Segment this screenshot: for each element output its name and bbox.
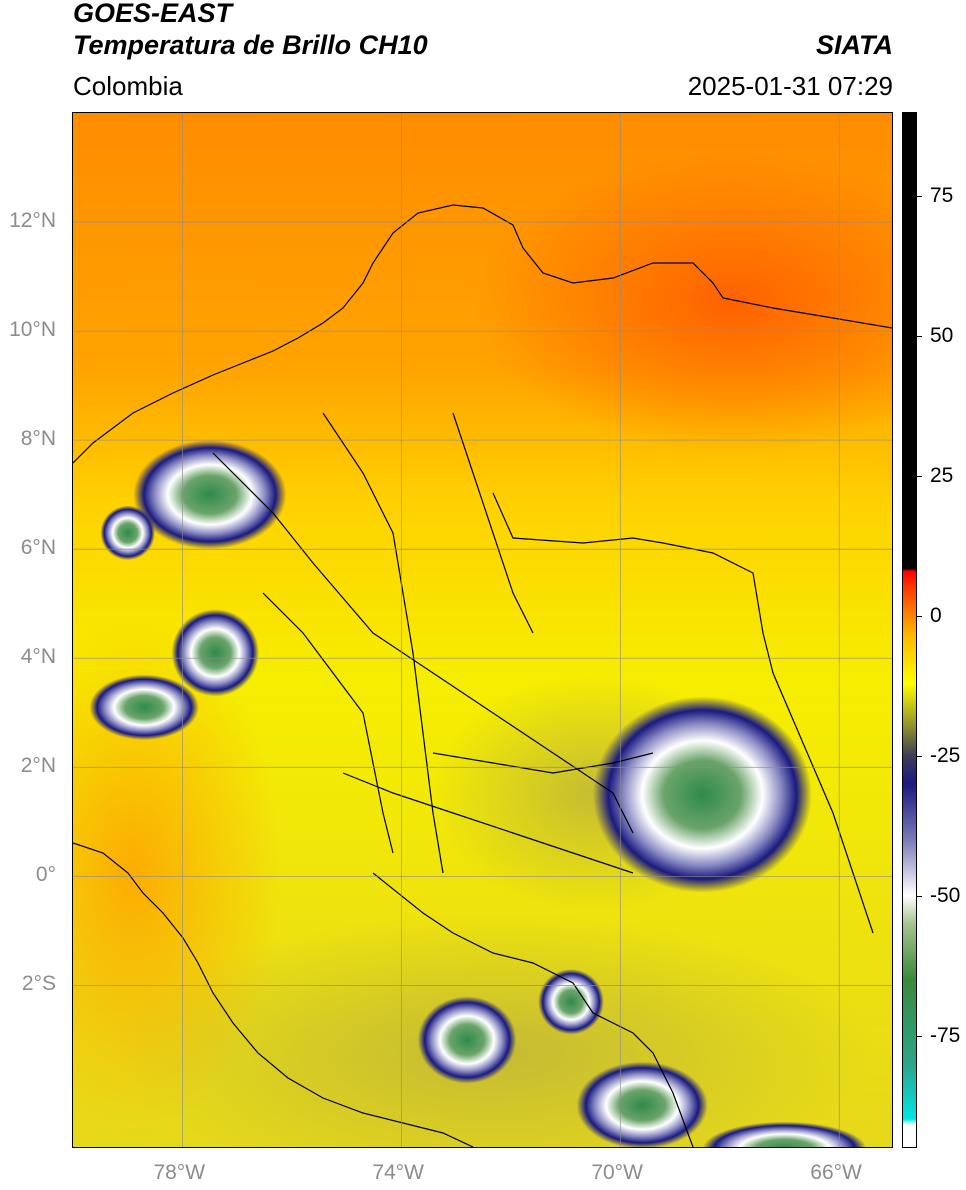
- colorbar-tick-label: 75: [930, 184, 954, 207]
- lat-tick-label: 12°N: [9, 209, 56, 233]
- lon-tick-label: 78°W: [153, 1161, 206, 1184]
- cloud-system-6: [417, 996, 517, 1084]
- department-line-2: [322, 412, 444, 874]
- cloud-system-3: [171, 609, 260, 697]
- cloud-systems-layer: [89, 440, 867, 1147]
- cloud-system-9: [702, 1121, 867, 1147]
- product-title: Temperatura de Brillo CH10: [73, 30, 428, 60]
- colorbar-tick-label: -75: [930, 1024, 961, 1047]
- lon-tick-label: 70°W: [591, 1161, 643, 1184]
- cloud-system-7: [538, 969, 604, 1035]
- lat-tick-label: 8°N: [20, 427, 56, 451]
- caribbean-coastline: [73, 204, 892, 464]
- lat-tick-label: 0°: [35, 863, 56, 887]
- colorbar-tick-mark: [917, 476, 922, 477]
- colorbar-tick-mark: [917, 336, 922, 337]
- colorbar-tick-mark: [917, 196, 922, 197]
- cloud-system-1: [133, 440, 287, 550]
- colombia-eastern-border: [492, 492, 874, 934]
- lat-tick-label: 6°N: [20, 536, 56, 560]
- colorbar-tick-label: 50: [930, 324, 954, 347]
- colorbar-tick-label: -50: [930, 884, 961, 907]
- caribbean-warm-area: [473, 153, 892, 453]
- temperature-colorbar: [902, 112, 917, 1148]
- cloud-system-5: [592, 696, 812, 893]
- lon-tick-label: 66°W: [810, 1161, 862, 1184]
- colorbar-tick-label: 25: [930, 464, 954, 487]
- lat-tick-label: 4°N: [20, 645, 56, 669]
- coastline-borders: [73, 204, 892, 1147]
- lat-tick-label: 10°N: [9, 318, 56, 342]
- graticule: [73, 113, 892, 1147]
- department-line-4: [452, 412, 534, 634]
- region-label: Colombia: [73, 71, 183, 101]
- satellite-title: GOES-EAST: [73, 0, 233, 28]
- lon-tick-label: 74°W: [372, 1161, 424, 1184]
- colorbar-tick-mark: [917, 1036, 922, 1037]
- pacific-coastline: [73, 842, 474, 1147]
- colorbar-tick-mark: [917, 756, 922, 757]
- lat-tick-label: 2°S: [21, 972, 56, 996]
- map-panel: [72, 112, 893, 1148]
- colorbar-tick-mark: [917, 896, 922, 897]
- colombia-southern-border: [372, 872, 694, 1147]
- department-line-3: [262, 592, 394, 854]
- department-line-1: [212, 452, 634, 834]
- cloud-system-2: [100, 505, 156, 561]
- department-line-5: [432, 752, 654, 774]
- organization-label: SIATA: [816, 30, 893, 60]
- brightness-temperature-map: [73, 113, 892, 1147]
- colorbar-tick-label: 0: [930, 604, 942, 627]
- colorbar-tick-mark: [917, 616, 922, 617]
- cloud-system-8: [576, 1061, 708, 1147]
- colorbar-tick-label: -25: [930, 744, 961, 767]
- lat-tick-label: 2°N: [20, 754, 56, 778]
- datetime-label: 2025-01-31 07:29: [687, 71, 893, 101]
- cloud-system-4: [89, 674, 199, 741]
- department-line-6: [342, 772, 634, 874]
